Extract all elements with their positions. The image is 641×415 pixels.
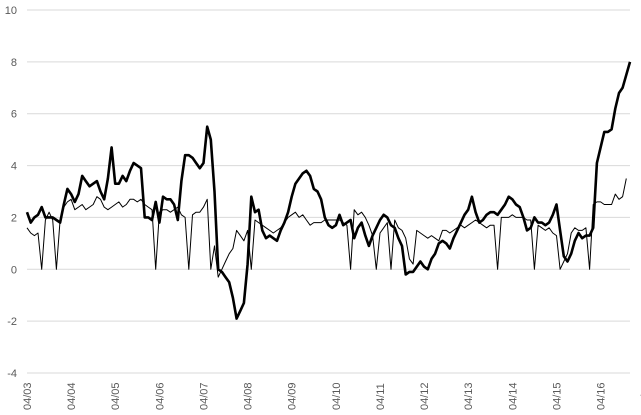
series-group — [25, 61, 632, 320]
x-tick-label: 04/09 — [287, 382, 299, 410]
x-tick-label: 04/04 — [66, 382, 78, 410]
series-line-thin — [26, 178, 627, 278]
series-line-bold — [25, 61, 632, 320]
x-tick-label: 04/12 — [419, 382, 431, 410]
x-tick-label: 04/07 — [198, 382, 210, 410]
y-tick-label: 6 — [11, 109, 17, 121]
x-tick-label: 04/03 — [22, 382, 34, 410]
x-axis-ticks: 04/03 04/04 04/05 04/06 04/07 04/08 04/09 04/10… — [22, 382, 641, 410]
y-tick-label: 0 — [11, 264, 17, 276]
x-tick-label: 04/11 — [375, 383, 387, 410]
y-tick-label: -2 — [7, 316, 17, 328]
x-tick-label: 04/15 — [551, 382, 563, 410]
y-axis-ticks: -4 -2 0 2 4 6 8 10 — [5, 5, 17, 380]
x-tick-label: 04/10 — [331, 382, 343, 410]
x-tick-label: 04/17 — [640, 382, 641, 410]
x-tick-label: 04/06 — [154, 382, 166, 410]
y-tick-label: 2 — [11, 212, 17, 224]
y-tick-label: -4 — [7, 368, 17, 380]
x-tick-label: 04/08 — [243, 382, 255, 410]
x-tick-label: 04/14 — [507, 382, 519, 410]
x-tick-label: 04/13 — [463, 382, 475, 410]
y-tick-label: 4 — [11, 161, 17, 173]
gridlines — [27, 9, 630, 374]
y-tick-label: 10 — [5, 5, 17, 17]
x-tick-label: 04/05 — [110, 382, 122, 410]
x-tick-label: 04/16 — [596, 382, 608, 410]
y-tick-label: 8 — [11, 57, 17, 69]
